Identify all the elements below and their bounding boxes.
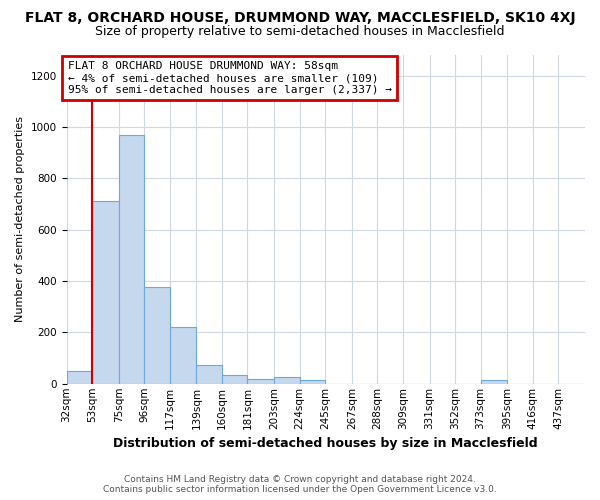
Bar [299, 380, 325, 384]
X-axis label: Distribution of semi-detached houses by size in Macclesfield: Distribution of semi-detached houses by … [113, 437, 538, 450]
Text: FLAT 8 ORCHARD HOUSE DRUMMOND WAY: 58sqm
← 4% of semi-detached houses are smalle: FLAT 8 ORCHARD HOUSE DRUMMOND WAY: 58sqm… [68, 62, 392, 94]
Bar [144, 288, 170, 384]
Text: Contains HM Land Registry data © Crown copyright and database right 2024.
Contai: Contains HM Land Registry data © Crown c… [103, 474, 497, 494]
Bar [170, 328, 196, 384]
Bar [481, 380, 507, 384]
Y-axis label: Number of semi-detached properties: Number of semi-detached properties [15, 116, 25, 322]
Bar [92, 202, 119, 384]
Text: Size of property relative to semi-detached houses in Macclesfield: Size of property relative to semi-detach… [95, 25, 505, 38]
Bar [222, 375, 247, 384]
Bar [119, 134, 144, 384]
Bar [247, 378, 274, 384]
Bar [196, 364, 222, 384]
Text: FLAT 8, ORCHARD HOUSE, DRUMMOND WAY, MACCLESFIELD, SK10 4XJ: FLAT 8, ORCHARD HOUSE, DRUMMOND WAY, MAC… [25, 11, 575, 25]
Bar [67, 371, 92, 384]
Bar [274, 378, 299, 384]
